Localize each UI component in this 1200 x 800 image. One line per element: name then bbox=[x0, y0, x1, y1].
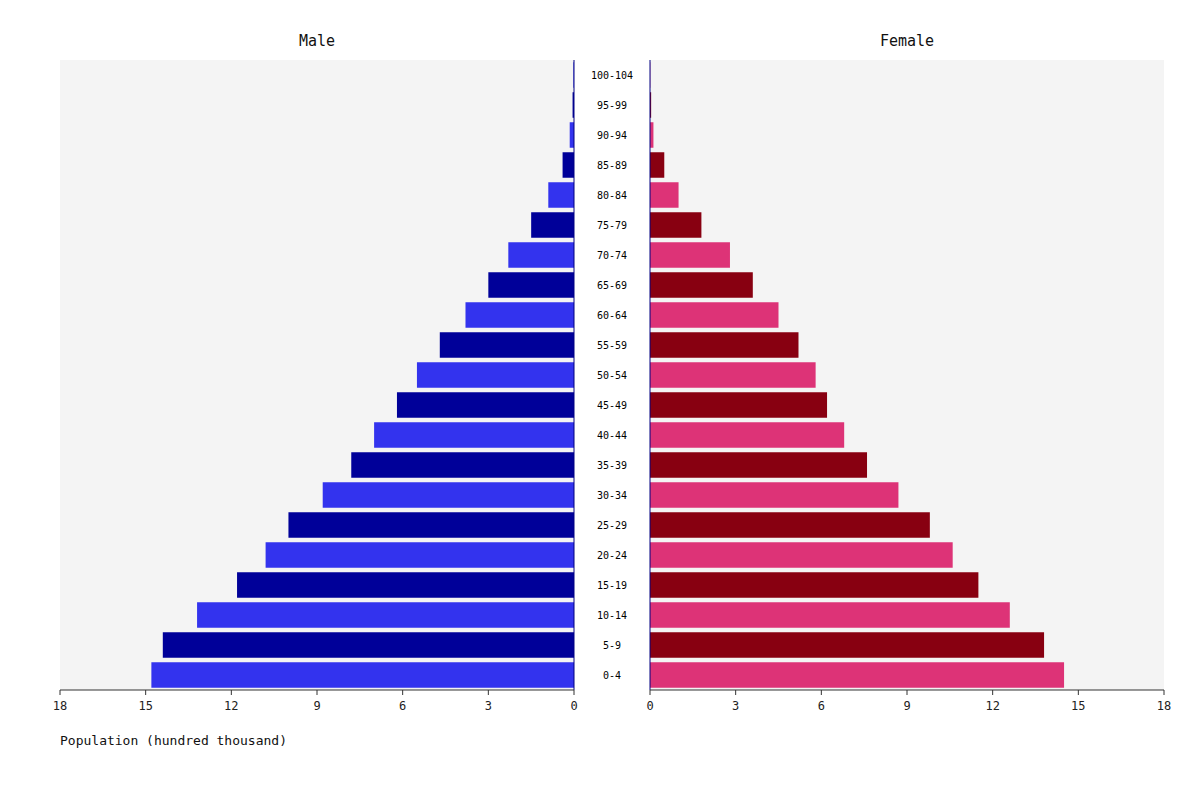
x-tick bbox=[992, 690, 993, 695]
category-label: 30-34 bbox=[597, 490, 627, 501]
panel-title: Female bbox=[880, 32, 934, 50]
bar bbox=[650, 302, 779, 328]
category-label: 85-89 bbox=[597, 160, 627, 171]
bar bbox=[650, 662, 1064, 688]
x-tick bbox=[145, 690, 146, 695]
category-label: 75-79 bbox=[597, 220, 627, 231]
bar bbox=[508, 242, 574, 268]
category-label: 35-39 bbox=[597, 460, 627, 471]
bar bbox=[650, 272, 753, 298]
bar bbox=[374, 422, 574, 448]
x-tick bbox=[231, 690, 232, 695]
bar bbox=[650, 452, 867, 478]
bar bbox=[650, 182, 679, 208]
category-label: 60-64 bbox=[597, 310, 627, 321]
bar bbox=[650, 362, 816, 388]
x-tick bbox=[821, 690, 822, 695]
x-tick bbox=[907, 690, 908, 695]
x-tick bbox=[402, 690, 403, 695]
x-tick-label: 6 bbox=[818, 699, 825, 713]
category-label: 5-9 bbox=[603, 640, 621, 651]
bar bbox=[650, 542, 953, 568]
bar bbox=[397, 392, 574, 418]
bar bbox=[650, 422, 844, 448]
panel-title: Male bbox=[299, 32, 335, 50]
chart-container: 0 3 6 9 12 15 18 Male 0 3 6 9 12 15 18 Female 0-4 5-9 10-1… bbox=[0, 0, 1200, 800]
x-tick-label: 9 bbox=[903, 699, 910, 713]
bar bbox=[197, 602, 574, 628]
bar bbox=[570, 122, 574, 148]
category-label: 40-44 bbox=[597, 430, 627, 441]
bar bbox=[650, 572, 978, 598]
category-label: 15-19 bbox=[597, 580, 627, 591]
bar bbox=[650, 512, 930, 538]
x-axis-label: Population (hundred thousand) bbox=[60, 733, 287, 748]
bar bbox=[417, 362, 574, 388]
x-tick bbox=[1164, 690, 1165, 695]
x-tick bbox=[735, 690, 736, 695]
x-tick-label: 0 bbox=[570, 699, 577, 713]
bar bbox=[650, 392, 827, 418]
category-label: 55-59 bbox=[597, 340, 627, 351]
x-tick bbox=[1078, 690, 1079, 695]
category-label: 50-54 bbox=[597, 370, 627, 381]
category-label: 45-49 bbox=[597, 400, 627, 411]
bar bbox=[650, 482, 898, 508]
bar bbox=[440, 332, 574, 358]
x-tick bbox=[60, 690, 61, 695]
zero-line bbox=[574, 60, 575, 690]
category-label: 0-4 bbox=[603, 670, 621, 681]
x-tick-label: 9 bbox=[313, 699, 320, 713]
bar bbox=[465, 302, 574, 328]
bar bbox=[488, 272, 574, 298]
bars bbox=[650, 62, 1064, 688]
bar bbox=[650, 632, 1044, 658]
x-tick-label: 6 bbox=[399, 699, 406, 713]
x-tick-label: 18 bbox=[53, 699, 67, 713]
x-tick-label: 3 bbox=[485, 699, 492, 713]
category-label: 90-94 bbox=[597, 130, 627, 141]
plot-background bbox=[650, 60, 1164, 690]
x-tick-label: 3 bbox=[732, 699, 739, 713]
category-label: 20-24 bbox=[597, 550, 627, 561]
category-label: 65-69 bbox=[597, 280, 627, 291]
x-tick-label: 12 bbox=[985, 699, 999, 713]
chart: 0 3 6 9 12 15 18 Male 0 3 6 9 12 15 18 Female 0-4 5-9 10-1… bbox=[0, 0, 1200, 800]
bar bbox=[650, 332, 798, 358]
bars bbox=[151, 62, 574, 688]
category-label: 10-14 bbox=[597, 610, 627, 621]
bar bbox=[351, 452, 574, 478]
category-label: 80-84 bbox=[597, 190, 627, 201]
x-tick-label: 15 bbox=[1071, 699, 1085, 713]
bar bbox=[563, 152, 574, 178]
bar bbox=[151, 662, 574, 688]
x-tick bbox=[650, 690, 651, 695]
bar bbox=[650, 152, 664, 178]
bar bbox=[650, 122, 653, 148]
x-tick-label: 0 bbox=[646, 699, 653, 713]
x-tick-label: 12 bbox=[224, 699, 238, 713]
x-tick bbox=[317, 690, 318, 695]
bar bbox=[288, 512, 574, 538]
category-label: 95-99 bbox=[597, 100, 627, 111]
category-label: 100-104 bbox=[591, 70, 633, 81]
x-tick bbox=[574, 690, 575, 695]
x-tick-label: 15 bbox=[138, 699, 152, 713]
plot-background bbox=[60, 60, 574, 690]
category-label: 70-74 bbox=[597, 250, 627, 261]
bar bbox=[548, 182, 574, 208]
bar bbox=[237, 572, 574, 598]
zero-line bbox=[650, 60, 651, 690]
bar bbox=[266, 542, 574, 568]
bar bbox=[650, 602, 1010, 628]
x-tick bbox=[488, 690, 489, 695]
bar bbox=[650, 242, 730, 268]
bar bbox=[531, 212, 574, 238]
x-tick-label: 18 bbox=[1157, 699, 1171, 713]
bar bbox=[650, 212, 701, 238]
bar bbox=[323, 482, 574, 508]
bar bbox=[163, 632, 574, 658]
category-label: 25-29 bbox=[597, 520, 627, 531]
